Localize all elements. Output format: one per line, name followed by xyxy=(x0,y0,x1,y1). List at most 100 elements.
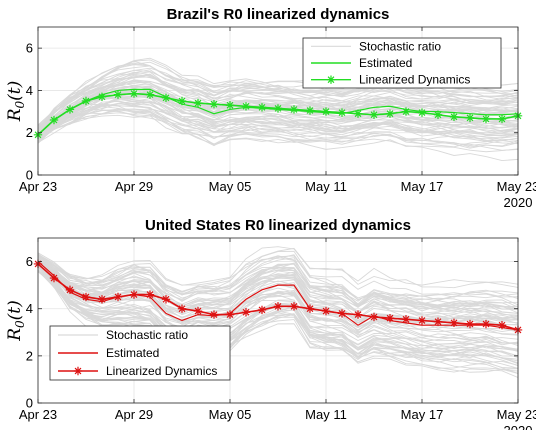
brazil-y-axis-label: R0(t) xyxy=(5,81,27,123)
brazil-stochastic-line xyxy=(38,108,518,153)
brazil-linearized-point xyxy=(289,105,299,114)
brazil-linearized-point xyxy=(193,98,203,108)
brazil-axes-box xyxy=(37,26,519,176)
us-legend: Stochastic ratio Estimated Linearized Dyna… xyxy=(49,325,231,381)
us-stochastic-line xyxy=(38,268,518,370)
brazil-linearized-point xyxy=(321,107,331,116)
us-chart-title: United States R0 linearized dynamics xyxy=(145,217,411,234)
us-linearized-point xyxy=(49,273,59,283)
us-linearized-point xyxy=(401,315,411,324)
brazil-stochastic-line xyxy=(38,67,518,129)
brazil-ylabel-base: R xyxy=(5,108,25,122)
brazil-linearized-point xyxy=(465,113,475,123)
brazil-linearized-point xyxy=(433,110,443,119)
brazil-stochastic-line xyxy=(38,106,518,142)
us-stochastic-line xyxy=(38,264,518,369)
us-legend-label-0: Stochastic ratio xyxy=(106,328,188,342)
brazil-linearized-point xyxy=(145,90,155,99)
us-stochastic-line xyxy=(38,254,518,314)
brazil-linearized-point xyxy=(353,109,363,118)
brazil-linearized-point xyxy=(337,108,347,117)
us-linearized-point xyxy=(209,310,219,319)
brazil-linearized-point xyxy=(481,114,491,124)
us-x-tick-label: Apr 23 xyxy=(19,407,57,422)
us-linearized-point xyxy=(369,312,379,322)
us-y-tick-label: 0 xyxy=(26,396,33,411)
brazil-stochastic-line xyxy=(38,80,518,133)
brazil-stochastic-line xyxy=(38,100,518,147)
us-linearized-point xyxy=(353,310,363,319)
us-stochastic-line xyxy=(38,256,518,316)
us-stochastic-line xyxy=(38,258,518,325)
us-stochastic-line xyxy=(38,254,518,318)
brazil-x-tick-label: May 23 xyxy=(497,179,536,194)
us-linearized-point xyxy=(177,304,187,313)
us-stochastic-line xyxy=(38,256,518,310)
brazil-linearized-point xyxy=(305,106,315,115)
brazil-stochastic-line xyxy=(38,114,518,162)
brazil-linearized-point xyxy=(449,112,459,122)
brazil-legend-label-2: Linearized Dynamics xyxy=(359,73,470,87)
us-stochastic-line xyxy=(38,264,518,350)
brazil-x-tick-label: Apr 29 xyxy=(115,179,153,194)
us-linearized-point xyxy=(161,295,171,304)
brazil-legend: Stochastic ratio Estimated Linearized Dyna… xyxy=(302,37,502,89)
us-linearized-point xyxy=(465,319,475,329)
us-stochastic-line xyxy=(38,263,518,364)
brazil-chart-title: Brazil's R0 linearized dynamics xyxy=(167,6,390,23)
us-linearized-point xyxy=(321,306,331,316)
brazil-stochastic-line xyxy=(38,74,518,133)
us-linearized-point xyxy=(225,310,235,319)
us-linearized-point xyxy=(385,313,395,323)
brazil-linearized-point xyxy=(401,107,411,116)
brazil-linearized-point xyxy=(369,110,379,119)
us-legend-marker xyxy=(73,366,83,376)
brazil-linearized-point xyxy=(129,89,139,98)
us-linearized-point xyxy=(241,308,251,317)
us-x-year-label: 2020 xyxy=(504,423,533,430)
brazil-ylabel-arg: (t) xyxy=(5,81,25,101)
us-linearized-point xyxy=(81,292,91,302)
us-ylabel-sub: 0 xyxy=(13,320,27,328)
brazil-stochastic-line xyxy=(38,103,518,141)
us-stochastic-line xyxy=(38,258,518,325)
us-linearized-point xyxy=(65,285,75,295)
brazil-stochastic-line xyxy=(38,85,518,136)
us-y-tick-label: 4 xyxy=(26,301,33,316)
us-stochastic-group xyxy=(38,246,518,378)
brazil-y-tick-label: 6 xyxy=(26,41,33,56)
us-linearized-point xyxy=(497,321,507,330)
us-linearized-point xyxy=(417,316,427,325)
us-linearized-point xyxy=(257,305,267,315)
us-axes-box xyxy=(37,237,519,404)
brazil-linearized-point xyxy=(49,115,59,125)
us-x-tick-label: May 17 xyxy=(401,407,444,422)
us-x-tick-label: May 05 xyxy=(209,407,252,422)
us-linearized-point xyxy=(433,317,443,326)
brazil-linearized-point xyxy=(273,104,283,113)
us-x-tick-label: May 23 xyxy=(497,407,536,422)
brazil-linearized-point xyxy=(177,96,187,106)
brazil-x-tick-label: Apr 23 xyxy=(19,179,57,194)
us-linearized-point xyxy=(337,309,347,318)
us-chart: Apr 23 Apr 29 May 05 May 11 May 17 May 23 0 2 4 6… xyxy=(5,217,536,430)
us-stochastic-line xyxy=(38,269,518,375)
brazil-x-tick-label: May 17 xyxy=(401,179,444,194)
us-ylabel-base: R xyxy=(5,328,25,342)
brazil-x-tick-label: May 05 xyxy=(209,179,252,194)
brazil-linearized-point xyxy=(65,105,75,114)
brazil-linearized-point xyxy=(81,96,91,106)
brazil-x-year-label: 2020 xyxy=(504,195,533,210)
brazil-linearized-point xyxy=(241,102,251,111)
us-stochastic-line xyxy=(38,247,518,293)
us-stochastic-line xyxy=(38,256,518,306)
brazil-x-tick-label: May 11 xyxy=(305,179,347,194)
brazil-ylabel-sub: 0 xyxy=(13,100,27,108)
brazil-stochastic-line xyxy=(38,76,518,135)
us-legend-label-1: Estimated xyxy=(106,346,159,360)
us-linearized-point xyxy=(273,302,283,311)
brazil-linearized-point xyxy=(417,108,427,117)
brazil-chart: Apr 23 Apr 29 May 05 May 11 May 17 May 23 0 2 4 6… xyxy=(5,6,536,210)
us-stochastic-line xyxy=(38,271,518,366)
